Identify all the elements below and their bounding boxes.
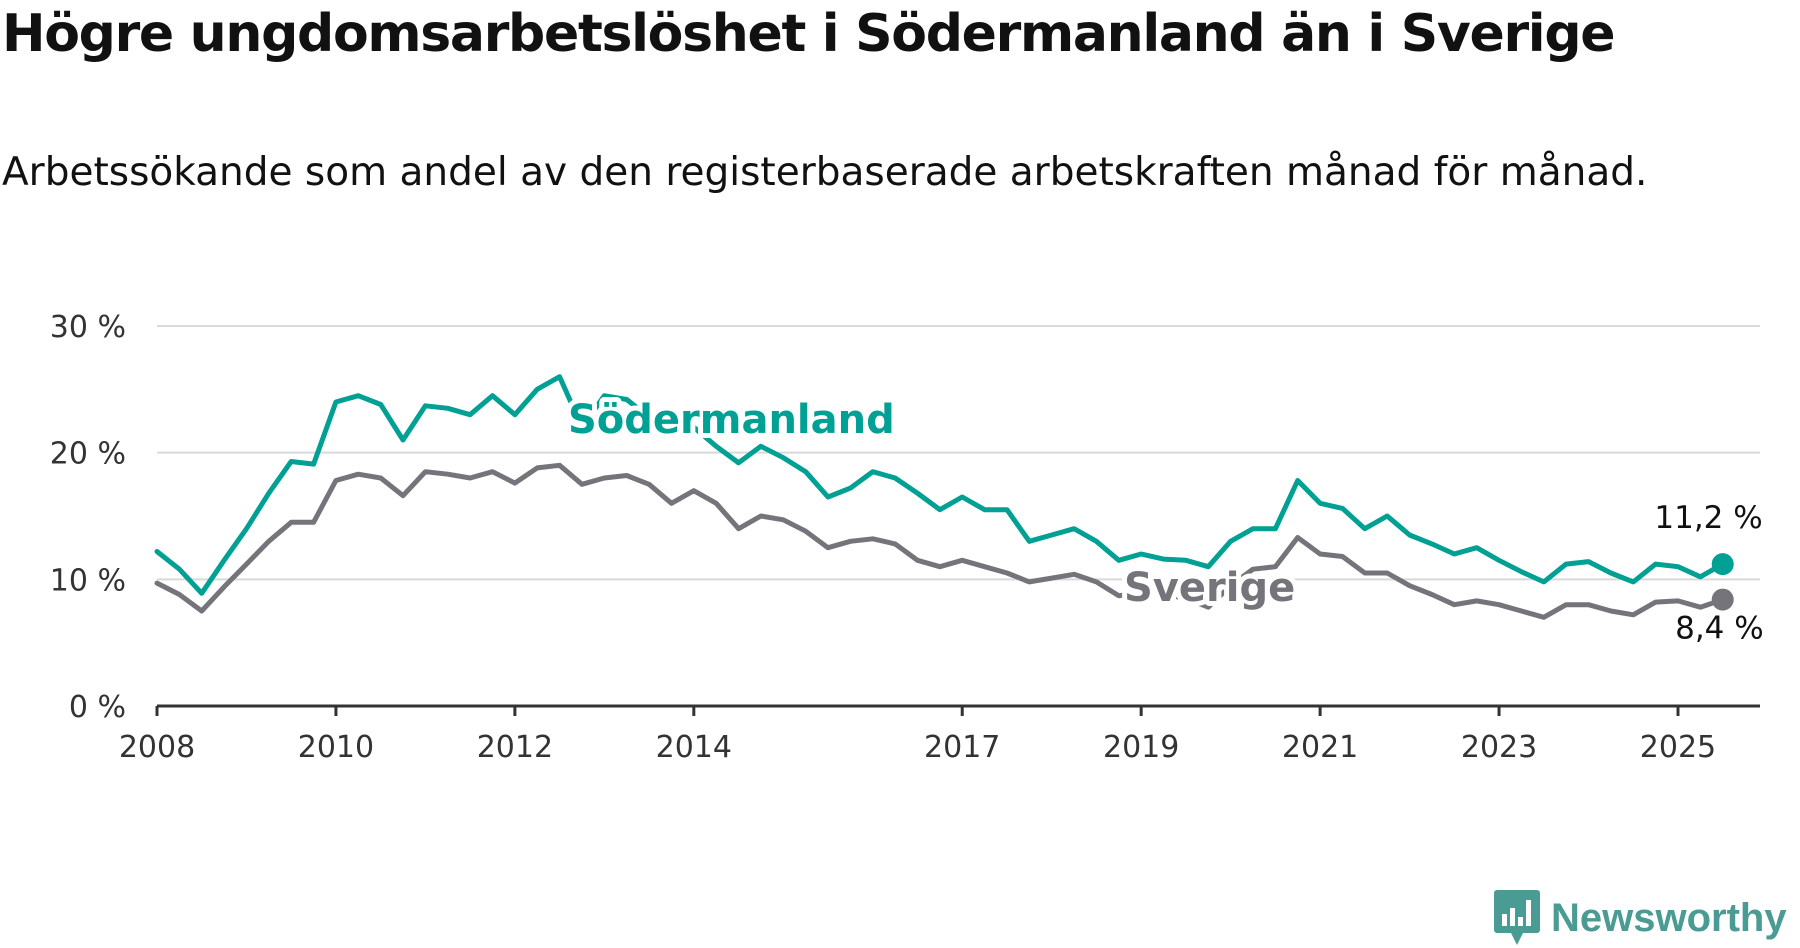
end-point-marker (1711, 588, 1734, 611)
end-label-sverige-halo: 8,4 % (1675, 611, 1764, 647)
chart-title: Högre ungdomsarbetslöshet i Södermanland… (2, 4, 1616, 64)
x-tick-label: 2023 (1461, 730, 1537, 765)
x-tick-label: 2017 (924, 730, 1000, 765)
gridlines (157, 325, 1760, 708)
y-tick-label: 0 % (69, 690, 126, 725)
y-axis-ticks: 0 % 10 % 20 % 30 % (50, 310, 126, 725)
line-chart: 0 % 10 % 20 % 30 % 2008 2010 2012 2014 2017 2019… (49, 310, 1769, 765)
y-tick-label: 20 % (50, 437, 126, 472)
end-label-sodermanland-halo: 11,2 % (1654, 500, 1762, 536)
end-label-sodermanland: 11,2 % (1654, 500, 1762, 536)
x-tick-label: 2012 (477, 730, 553, 765)
label-sverige-halo: Sverige (1124, 565, 1295, 611)
series-lines (154, 374, 1734, 620)
bar-chart-bubble-icon (1494, 890, 1540, 945)
x-tick-label: 2010 (298, 730, 374, 765)
chart-subtitle: Arbetssökande som andel av den registerb… (2, 150, 1648, 195)
x-tick-label: 2008 (119, 730, 195, 765)
x-tick-label: 2025 (1640, 730, 1716, 765)
label-sodermanland-halo: Södermanland (568, 397, 895, 443)
end-label-sverige: 8,4 % (1675, 611, 1764, 647)
y-tick-label: 30 % (50, 310, 126, 345)
label-sodermanland: Södermanland (568, 397, 895, 443)
series-line-sdermanland (154, 374, 1726, 596)
x-tick-label: 2021 (1282, 730, 1358, 765)
y-tick-label: 10 % (50, 563, 126, 598)
label-sverige: Sverige (1124, 565, 1295, 611)
series-labels: SödermanlandSödermanlandSverigeSverige11… (563, 392, 1769, 652)
brand-name: Newsworthy (1551, 895, 1787, 940)
x-axis-ticks: 2008 2010 2012 2014 2017 2019 2021 2023 2025 (119, 706, 1716, 765)
end-point-marker (1711, 553, 1734, 576)
newsworthy-logo: Newsworthy (1493, 888, 1787, 948)
x-tick-label: 2019 (1103, 730, 1179, 765)
series-line-sverige (154, 462, 1726, 620)
x-tick-label: 2014 (656, 730, 732, 765)
